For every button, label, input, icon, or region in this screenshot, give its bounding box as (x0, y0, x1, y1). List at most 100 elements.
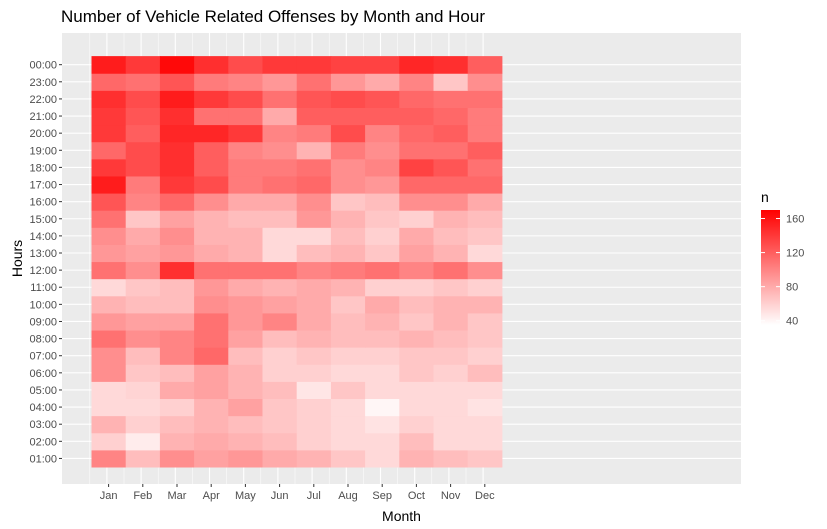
heatmap-cell (125, 381, 161, 400)
heatmap-cell (159, 295, 195, 314)
heatmap-cell (330, 90, 366, 108)
heatmap-cell (91, 398, 127, 417)
heatmap-cell (296, 312, 332, 331)
heatmap-cell (159, 381, 195, 400)
heatmap-cell (91, 90, 127, 108)
heatmap-cell (365, 398, 400, 417)
heatmap-cell (330, 210, 366, 228)
heatmap-cell (262, 158, 298, 177)
heatmap-cell (159, 330, 195, 348)
heatmap-cell (194, 210, 229, 228)
heatmap-cell (159, 432, 195, 451)
heatmap-cell (194, 175, 229, 194)
x-tick-label: Oct (408, 490, 425, 502)
heatmap-cell (330, 364, 366, 382)
heatmap-cell (125, 210, 161, 228)
heatmap-cell (296, 278, 332, 297)
heatmap-cell (433, 73, 469, 91)
y-tick-label: 07:00 (29, 351, 57, 363)
heatmap-cell (159, 347, 195, 365)
heatmap-cell (296, 227, 332, 245)
heatmap-cell (91, 175, 127, 194)
heatmap-cell (365, 261, 400, 280)
heatmap-cell (399, 381, 434, 400)
heatmap-cell (228, 227, 263, 245)
heatmap-cell (262, 330, 298, 348)
heatmap-cell (296, 261, 332, 280)
heatmap-cell (159, 124, 195, 143)
heatmap-cell (433, 90, 469, 108)
heatmap-cell (365, 432, 400, 451)
heatmap-cell (296, 398, 332, 417)
heatmap-cell (194, 193, 229, 211)
heatmap-cell (296, 141, 332, 160)
heatmap-cell (91, 449, 127, 468)
heatmap-cell (262, 124, 298, 143)
heatmap-cell (433, 364, 469, 382)
heatmap-cell (159, 415, 195, 434)
heatmap-cell (330, 107, 366, 126)
heatmap-cell (433, 415, 469, 434)
heatmap-cell (91, 364, 127, 382)
heatmap-cell (467, 90, 503, 108)
heatmap-cell (330, 124, 366, 143)
heatmap-cell (125, 124, 161, 143)
heatmap-cell (159, 364, 195, 382)
heatmap-cell (467, 124, 503, 143)
heatmap-cell (365, 347, 400, 365)
heatmap-cells (91, 56, 503, 468)
heatmap-cell (365, 415, 400, 434)
heatmap-cell (194, 278, 229, 297)
y-tick-label: 21:00 (29, 111, 57, 123)
heatmap-cell (228, 398, 263, 417)
heatmap-cell (399, 56, 434, 74)
heatmap-cell (399, 158, 434, 177)
heatmap-cell (125, 347, 161, 365)
heatmap-cell (91, 158, 127, 177)
heatmap-cell (399, 107, 434, 126)
y-tick-label: 18:00 (29, 162, 57, 174)
heatmap-cell (330, 193, 366, 211)
heatmap-cell (91, 73, 127, 91)
legend-tick-label: 80 (786, 282, 798, 294)
heatmap-cell (467, 175, 503, 194)
heatmap-cell (125, 330, 161, 348)
heatmap-cell (125, 364, 161, 382)
heatmap-cell (194, 381, 229, 400)
heatmap-cell (399, 432, 434, 451)
y-tick-label: 06:00 (29, 368, 57, 380)
heatmap-cell (399, 295, 434, 314)
heatmap-cell (159, 73, 195, 91)
heatmap-cell (125, 227, 161, 245)
heatmap-cell (228, 141, 263, 160)
heatmap-cell (125, 175, 161, 194)
heatmap-cell (330, 398, 366, 417)
heatmap-cell (262, 107, 298, 126)
heatmap-cell (296, 330, 332, 348)
heatmap-cell (365, 278, 400, 297)
heatmap-cell (228, 449, 263, 468)
heatmap-cell (91, 261, 127, 280)
heatmap-cell (399, 312, 434, 331)
heatmap-cell (228, 175, 263, 194)
heatmap-cell (399, 364, 434, 382)
heatmap-cell (467, 227, 503, 245)
heatmap-cell (296, 364, 332, 382)
heatmap-cell (194, 261, 229, 280)
heatmap-cell (91, 56, 127, 74)
heatmap-cell (194, 158, 229, 177)
heatmap-cell (228, 193, 263, 211)
heatmap-cell (228, 415, 263, 434)
heatmap-cell (365, 364, 400, 382)
heatmap-cell (467, 193, 503, 211)
y-tick-label: 02:00 (29, 436, 57, 448)
heatmap-cell (365, 312, 400, 331)
x-tick-label: Nov (441, 490, 461, 502)
heatmap-cell (365, 330, 400, 348)
y-tick-label: 01:00 (29, 453, 57, 465)
heatmap-cell (228, 347, 263, 365)
y-tick-label: 16:00 (29, 197, 57, 209)
heatmap-cell (330, 227, 366, 245)
y-tick-label: 22:00 (29, 94, 57, 106)
heatmap-cell (467, 432, 503, 451)
